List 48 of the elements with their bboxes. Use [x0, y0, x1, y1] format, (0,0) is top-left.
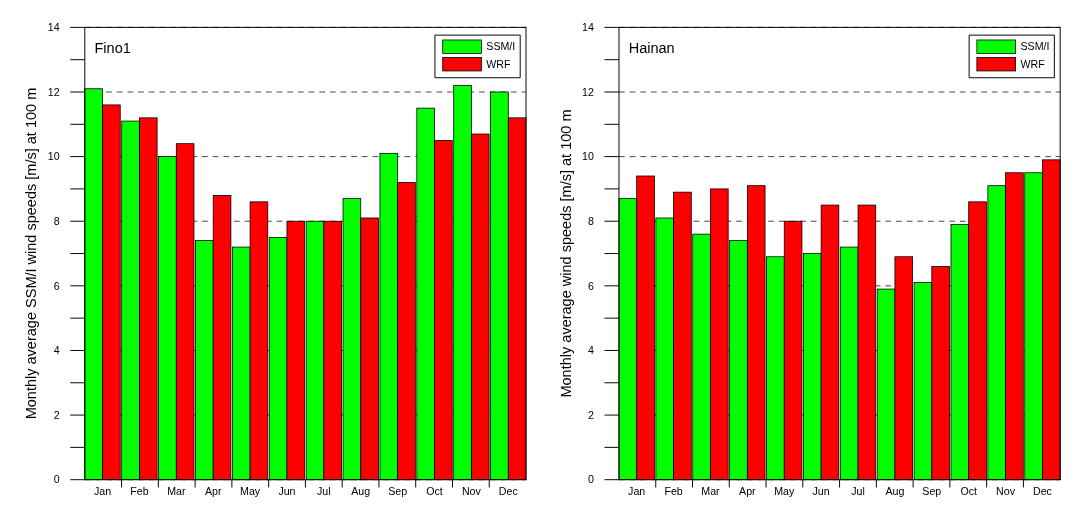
x-tick-label: Jan [93, 485, 112, 498]
y-tick-label: 14 [581, 21, 594, 34]
y-axis-title: Monthly average wind speeds [m/s] at 100 m [557, 109, 574, 398]
x-tick-label: Nov [461, 485, 482, 498]
y-tick-label: 12 [47, 85, 60, 98]
y-tick-label: 4 [587, 344, 594, 357]
y-tick-label: 8 [53, 214, 60, 227]
x-tick-label: May [240, 485, 261, 498]
text: Hainan [628, 39, 675, 56]
x-tick-label: Jan [628, 485, 646, 498]
y-tick-label: 6 [587, 279, 594, 292]
x-tick-label: Feb [130, 485, 149, 498]
y-tick-label: 12 [581, 85, 594, 98]
y-tick-label: 2 [53, 408, 60, 421]
y-axis-title: Monthly average SSM/I wind speeds [m/s] at 100 m [23, 87, 40, 420]
x-tick-label: Dec [498, 485, 519, 498]
legend-label: SSM/I [486, 40, 516, 53]
x-tick-label: Dec [1032, 485, 1053, 498]
x-tick-label: Apr [739, 485, 757, 498]
y-tick-label: 10 [581, 150, 594, 163]
y-tick-label: 0 [53, 473, 60, 486]
x-tick-label: Feb [664, 485, 683, 498]
x-tick-label: Mar [167, 485, 186, 498]
x-tick-label: Aug [351, 485, 371, 498]
text: Fino1 [94, 39, 131, 56]
legend-label: WRF [1020, 57, 1046, 70]
x-tick-label: Sep [922, 485, 942, 498]
y-tick-label: 2 [587, 408, 594, 421]
x-tick-label: Apr [204, 485, 222, 498]
y-tick-label: 10 [47, 150, 60, 163]
y-tick-label: 4 [53, 344, 60, 357]
x-tick-label: Sep [388, 485, 408, 498]
legend-label: WRF [486, 57, 512, 70]
x-tick-label: Jun [278, 485, 296, 498]
y-tick-label: 14 [47, 21, 60, 34]
x-tick-label: Oct [960, 485, 977, 498]
x-tick-label: Oct [426, 485, 443, 498]
legend-label: SSM/I [1020, 40, 1050, 53]
x-tick-label: Jun [812, 485, 830, 498]
x-tick-label: Jul [317, 485, 331, 498]
x-tick-label: Mar [701, 485, 721, 498]
y-tick-label: 8 [587, 214, 594, 227]
x-tick-label: Jul [851, 485, 865, 498]
y-tick-label: 6 [53, 279, 60, 292]
y-tick-label: 0 [587, 473, 594, 486]
x-tick-label: May [774, 485, 795, 498]
x-tick-label: Aug [885, 485, 905, 498]
x-tick-label: Nov [996, 485, 1016, 498]
